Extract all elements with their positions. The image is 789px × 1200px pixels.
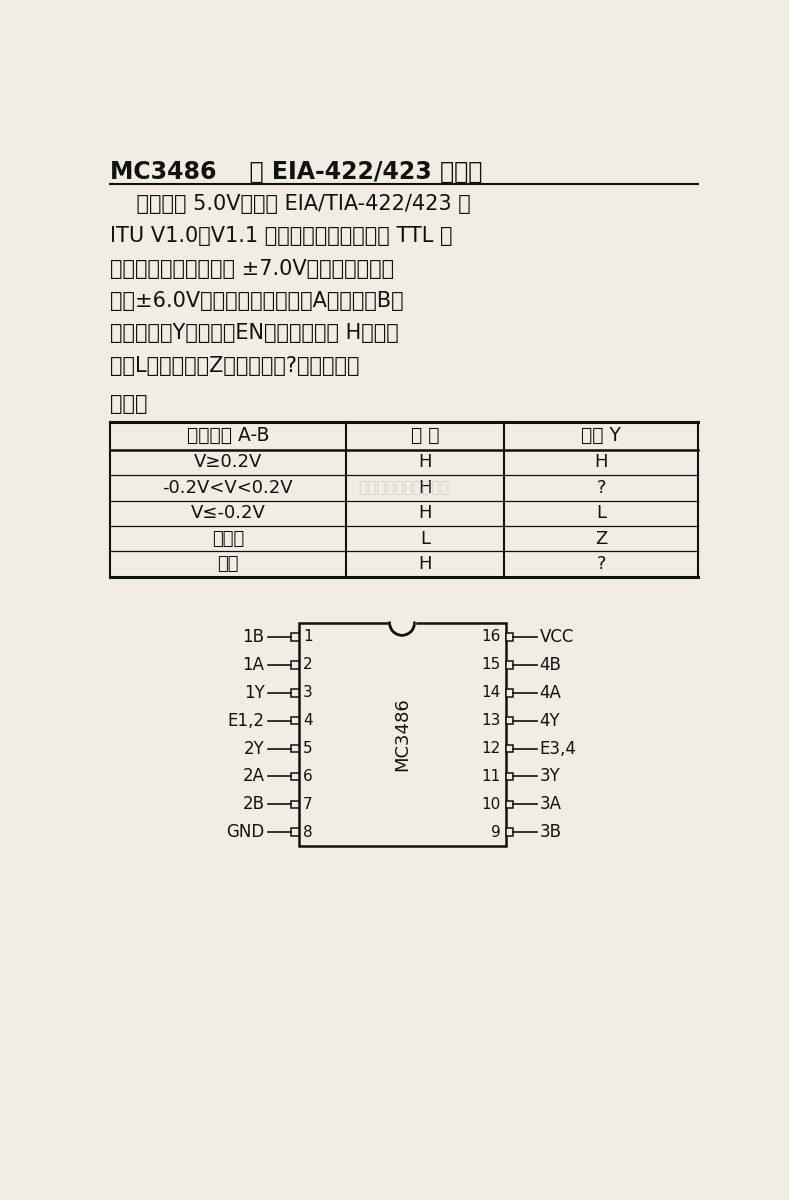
Text: L: L <box>596 504 607 522</box>
Text: E1,2: E1,2 <box>227 712 264 730</box>
Text: 允 许: 允 许 <box>411 426 439 445</box>
Text: ?: ? <box>596 556 606 574</box>
Text: 输出 Y: 输出 Y <box>581 426 622 445</box>
Text: 8: 8 <box>303 824 313 840</box>
Text: L: L <box>420 529 430 547</box>
Text: 不相关: 不相关 <box>211 529 244 547</box>
Text: GND: GND <box>226 823 264 841</box>
Text: 2A: 2A <box>242 768 264 786</box>
Text: 1B: 1B <box>242 628 264 646</box>
Bar <box>291 689 298 696</box>
Text: H: H <box>418 556 432 574</box>
Text: 功能表: 功能表 <box>110 395 148 414</box>
Text: 平；L：低电平；Z：高阻态；?：不确定。: 平；L：低电平；Z：高阻态；?：不确定。 <box>110 355 360 376</box>
Text: 14: 14 <box>481 685 501 701</box>
Text: 杭州将睷科技有限公司: 杭州将睷科技有限公司 <box>359 480 450 496</box>
Text: H: H <box>595 454 608 472</box>
Bar <box>506 773 514 780</box>
Text: 反相输入；Y：输出；EN：允许。表中 H：高电: 反相输入；Y：输出；EN：允许。表中 H：高电 <box>110 324 399 343</box>
Text: 15: 15 <box>481 658 501 672</box>
Text: 2B: 2B <box>242 796 264 814</box>
Bar <box>291 634 298 641</box>
Text: E3,4: E3,4 <box>540 739 577 757</box>
Text: 2Y: 2Y <box>244 739 264 757</box>
Text: 3B: 3B <box>540 823 562 841</box>
Text: 5: 5 <box>303 742 313 756</box>
Text: 10: 10 <box>481 797 501 812</box>
Text: 1Y: 1Y <box>244 684 264 702</box>
Bar <box>506 716 514 725</box>
Text: MC3486: MC3486 <box>393 697 411 772</box>
Text: H: H <box>418 504 432 522</box>
Text: 9: 9 <box>491 824 501 840</box>
Text: H: H <box>418 479 432 497</box>
Text: 7: 7 <box>303 797 313 812</box>
Bar <box>298 623 506 846</box>
Text: 2: 2 <box>303 658 313 672</box>
Text: 开路: 开路 <box>217 556 238 574</box>
Text: ?: ? <box>596 479 606 497</box>
Bar <box>506 828 514 836</box>
Text: 3A: 3A <box>540 796 562 814</box>
Text: V≥0.2V: V≥0.2V <box>194 454 262 472</box>
Text: 4A: 4A <box>540 684 562 702</box>
Text: ITU V1.0、V1.1 的要求；三态输出，同 TTL 电: ITU V1.0、V1.1 的要求；三态输出，同 TTL 电 <box>110 227 453 246</box>
Bar <box>506 689 514 696</box>
Text: 3Y: 3Y <box>540 768 560 786</box>
Text: 1A: 1A <box>242 656 264 674</box>
Text: 4: 4 <box>303 713 313 728</box>
Text: 差动输入 A-B: 差动输入 A-B <box>187 426 269 445</box>
Bar <box>506 634 514 641</box>
Text: 小于±6.0V；共引脚定义如下：A：输入；B：: 小于±6.0V；共引脚定义如下：A：输入；B： <box>110 292 404 311</box>
Text: -0.2V<V<0.2V: -0.2V<V<0.2V <box>163 479 294 497</box>
Text: 4B: 4B <box>540 656 562 674</box>
Text: 11: 11 <box>481 769 501 784</box>
Text: 13: 13 <box>481 713 501 728</box>
Bar <box>291 800 298 809</box>
Text: H: H <box>418 454 432 472</box>
Text: 16: 16 <box>481 629 501 644</box>
Bar <box>291 773 298 780</box>
Text: 12: 12 <box>481 742 501 756</box>
Text: 4Y: 4Y <box>540 712 560 730</box>
Bar <box>506 800 514 809</box>
Bar <box>291 745 298 752</box>
Bar <box>291 661 298 668</box>
Text: 3: 3 <box>303 685 313 701</box>
Text: 工作电压 5.0V；满足 EIA/TIA-422/423 和: 工作电压 5.0V；满足 EIA/TIA-422/423 和 <box>110 194 471 214</box>
Text: VCC: VCC <box>540 628 574 646</box>
Text: Z: Z <box>595 529 608 547</box>
Bar <box>506 745 514 752</box>
Bar <box>291 828 298 836</box>
Bar <box>506 661 514 668</box>
Text: V≤-0.2V: V≤-0.2V <box>190 504 265 522</box>
Text: MC3486    四 EIA-422/423 接收器: MC3486 四 EIA-422/423 接收器 <box>110 160 483 184</box>
Text: 平兼容；共模输入电压 ±7.0V。差模输入电压: 平兼容；共模输入电压 ±7.0V。差模输入电压 <box>110 259 394 278</box>
Text: 1: 1 <box>303 629 313 644</box>
Bar <box>291 716 298 725</box>
Text: 6: 6 <box>303 769 313 784</box>
